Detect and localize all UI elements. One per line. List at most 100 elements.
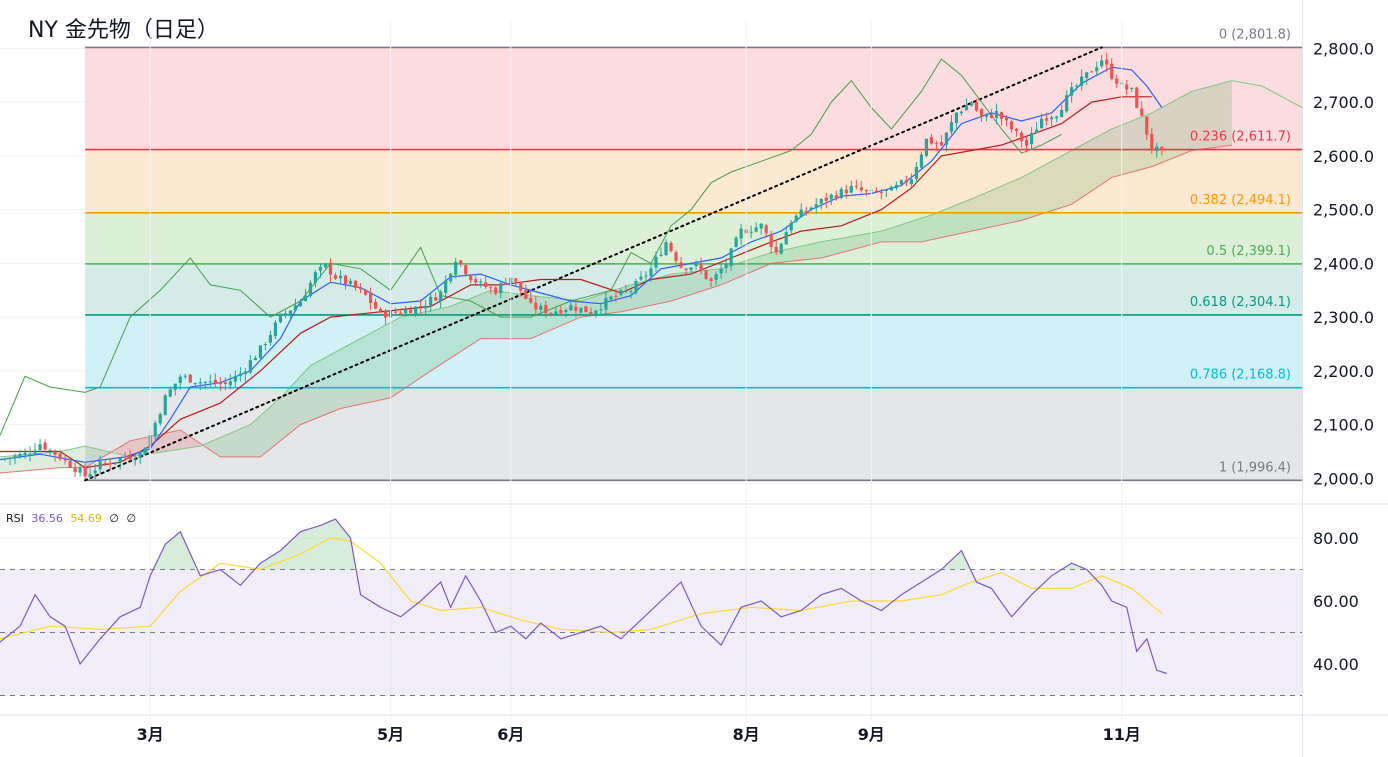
candle-body — [1060, 109, 1064, 118]
candle-body — [323, 263, 328, 268]
candle-body — [709, 278, 713, 282]
candle-body — [614, 295, 618, 297]
x-tick-label: 5月 — [377, 725, 404, 744]
candle-body — [829, 194, 833, 200]
y-tick-label: 2,500.0 — [1313, 201, 1374, 220]
candle-body — [754, 227, 758, 232]
candle-body — [188, 374, 192, 383]
rsi-y-tick-label: 60.00 — [1313, 592, 1359, 611]
candle-body — [599, 309, 603, 311]
candle-body — [774, 246, 778, 253]
candle-body — [143, 447, 147, 455]
candle-body — [889, 186, 893, 191]
candle-body — [704, 270, 708, 280]
candle-body — [964, 105, 969, 111]
candle-body — [133, 459, 137, 461]
candle-body — [519, 281, 523, 291]
candle-body — [1095, 67, 1099, 72]
rsi-value: 36.56 — [31, 512, 63, 525]
candle-body — [298, 301, 303, 307]
rsi-ma-value: 54.69 — [70, 512, 102, 525]
candle-body — [18, 453, 22, 457]
candle-body — [1034, 129, 1039, 134]
cloud-bullish — [205, 80, 1232, 457]
candle-body — [899, 180, 903, 185]
candle-body — [373, 301, 378, 309]
candle-body — [213, 379, 217, 384]
rsi-y-tick-label: 40.00 — [1313, 655, 1359, 674]
candle-body — [904, 179, 908, 183]
candle-body — [1100, 60, 1104, 67]
candle-body — [328, 262, 333, 275]
fib-level-label: 0.236 (2,611.7) — [1190, 130, 1291, 145]
candle-body — [1160, 146, 1164, 150]
candle-body — [1080, 76, 1084, 86]
candle-body — [168, 389, 172, 397]
candle-body — [834, 195, 838, 199]
y-tick-label: 2,700.0 — [1313, 93, 1374, 112]
candle-body — [454, 261, 458, 275]
candle-body — [674, 252, 678, 262]
candle-body — [729, 248, 733, 266]
candle-body — [984, 113, 989, 117]
candle-body — [243, 371, 247, 374]
candle-body — [358, 287, 363, 290]
candle-body — [128, 456, 132, 460]
hide-icon-2[interactable]: ∅ — [126, 512, 137, 525]
candle-body — [404, 309, 408, 314]
rsi-overbought-fill — [255, 519, 356, 570]
candle-body — [444, 280, 448, 293]
price-pane — [0, 46, 1302, 482]
candle-body — [524, 290, 528, 299]
candle-body — [679, 262, 683, 268]
x-tick-label: 3月 — [137, 725, 164, 744]
candle-body — [1105, 59, 1109, 65]
candle-body — [88, 474, 92, 478]
candle-body — [969, 102, 974, 106]
candle-body — [549, 312, 553, 314]
candle-body — [874, 190, 878, 192]
candle-body — [424, 305, 428, 309]
candle-body — [3, 458, 7, 460]
candle-body — [78, 468, 82, 473]
candle-body — [28, 453, 32, 455]
candle-body — [604, 297, 608, 310]
candle-body — [529, 297, 533, 303]
candle-body — [1055, 116, 1059, 119]
candle-body — [824, 197, 828, 201]
rsi-overbought-fill — [155, 531, 196, 570]
candle-body — [33, 450, 37, 454]
candle-body — [564, 309, 568, 312]
candle-body — [929, 137, 934, 144]
candle-body — [994, 110, 999, 118]
candle-body — [1090, 71, 1094, 73]
candle-body — [909, 179, 913, 185]
candle-body — [1110, 63, 1114, 79]
fib-level-label: 0.382 (2,494.1) — [1190, 193, 1291, 208]
candle-body — [554, 311, 558, 315]
candle-body — [203, 381, 207, 383]
candle-body — [1125, 84, 1129, 90]
candle-body — [849, 185, 853, 193]
candle-body — [879, 192, 883, 194]
candle-body — [989, 114, 994, 118]
candle-body — [163, 395, 167, 416]
x-tick-label: 11月 — [1103, 725, 1141, 744]
candle-body — [934, 142, 939, 144]
candle-body — [93, 470, 97, 474]
fib-level-label: 0.786 (2,168.8) — [1190, 368, 1291, 383]
candle-body — [884, 189, 888, 191]
candle-body — [223, 382, 227, 384]
candle-body — [634, 281, 638, 293]
candle-body — [1045, 118, 1049, 121]
candle-body — [569, 305, 573, 311]
fib-band — [85, 263, 1302, 315]
candle-body — [118, 457, 122, 463]
rsi-pane — [0, 518, 1302, 696]
candle-body — [353, 280, 358, 288]
hide-icon-1[interactable]: ∅ — [109, 512, 119, 525]
candle-body — [8, 457, 12, 459]
candle-body — [489, 287, 493, 289]
candle-body — [303, 295, 308, 302]
